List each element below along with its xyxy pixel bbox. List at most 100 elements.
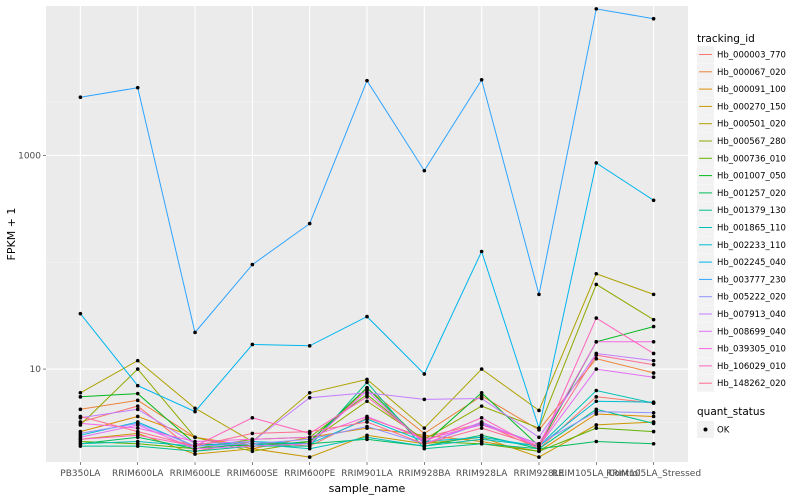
data-point xyxy=(250,444,255,448)
legend-label: Hb_001865_110 xyxy=(717,224,786,234)
data-point xyxy=(537,426,541,430)
x-tick-label: RRIM600LA xyxy=(112,469,164,479)
data-point xyxy=(78,95,83,100)
series-points xyxy=(78,7,656,459)
data-point xyxy=(594,7,599,11)
data-point xyxy=(307,390,312,395)
data-point xyxy=(365,414,369,419)
data-point xyxy=(594,399,599,404)
data-point xyxy=(307,344,312,348)
data-point xyxy=(307,221,312,226)
legend-label: Hb_106029_010 xyxy=(717,362,786,372)
data-point xyxy=(193,452,197,456)
data-point xyxy=(135,367,140,371)
data-point xyxy=(250,437,255,442)
legend-shape-marker xyxy=(703,427,708,432)
data-point xyxy=(594,423,599,427)
x-tick-label: RRIM105LA_Stressed xyxy=(606,469,701,479)
data-point xyxy=(193,446,197,451)
data-point xyxy=(307,435,312,440)
y-axis: 10 1000 xyxy=(18,151,46,375)
data-point xyxy=(651,400,656,404)
data-point xyxy=(250,449,255,454)
x-tick-label: RRIM928LE xyxy=(514,469,565,479)
data-point xyxy=(365,420,369,424)
data-point xyxy=(365,399,369,404)
data-point xyxy=(479,249,484,254)
data-point xyxy=(537,446,541,451)
legend-label: Hb_001379_130 xyxy=(717,206,786,216)
data-point xyxy=(422,441,427,446)
legend-label: Hb_000736_010 xyxy=(717,154,786,164)
data-point xyxy=(307,395,312,400)
data-point xyxy=(651,324,656,329)
data-point xyxy=(250,415,255,420)
data-point xyxy=(422,372,427,376)
data-point xyxy=(365,78,369,83)
x-tick-label: RRIM928BA xyxy=(398,469,451,479)
data-point xyxy=(135,383,140,388)
data-point xyxy=(193,439,197,444)
data-point xyxy=(135,391,140,396)
data-point xyxy=(365,314,369,319)
data-point xyxy=(594,339,599,344)
data-point xyxy=(250,431,255,436)
legend-label: Hb_001007_050 xyxy=(717,172,786,182)
data-point xyxy=(479,394,484,398)
legend-label: Hb_148262_020 xyxy=(717,379,786,389)
legend-label: Hb_000003_770 xyxy=(717,51,786,61)
data-point xyxy=(250,262,255,267)
x-tick-label: RRIM928LA xyxy=(456,469,508,479)
data-point xyxy=(307,446,312,451)
data-point xyxy=(479,367,484,371)
data-point xyxy=(78,437,83,442)
legend-label: Hb_002245_040 xyxy=(717,258,786,268)
x-tick-label: RRIM600SE xyxy=(227,469,279,479)
legend-label: Hb_001257_020 xyxy=(717,189,786,199)
data-point xyxy=(250,342,255,347)
data-point xyxy=(594,316,599,320)
data-point xyxy=(365,385,369,390)
data-point xyxy=(594,388,599,393)
legend-label: Hb_000270_150 xyxy=(717,102,786,112)
data-point xyxy=(479,420,484,424)
data-point xyxy=(594,409,599,414)
data-point xyxy=(422,426,427,430)
data-point xyxy=(422,397,427,402)
data-point xyxy=(78,390,83,395)
data-point xyxy=(135,85,140,90)
legend: tracking_id Hb_000003_770 Hb_000067_020 Hb… xyxy=(697,33,786,438)
x-axis: PB350LA RRIM600LA RRIM600LE RRIM600SE RRIM60… xyxy=(60,462,701,479)
data-point xyxy=(651,292,656,297)
data-point xyxy=(594,282,599,287)
x-tick-label: RRIM600LE xyxy=(170,469,221,479)
data-point xyxy=(479,404,484,408)
data-point xyxy=(479,390,484,395)
data-point xyxy=(422,168,427,173)
data-point xyxy=(193,409,197,414)
data-point xyxy=(250,446,255,451)
data-point xyxy=(193,330,197,335)
data-point xyxy=(135,444,140,448)
data-point xyxy=(365,395,369,399)
data-point xyxy=(193,435,197,440)
data-point xyxy=(422,433,427,438)
data-point xyxy=(594,271,599,276)
data-point xyxy=(193,406,197,411)
data-point xyxy=(594,161,599,165)
data-point xyxy=(651,16,656,21)
legend-label: Hb_000501_020 xyxy=(717,120,786,130)
data-point xyxy=(537,455,541,459)
legend-title: tracking_id xyxy=(697,33,755,45)
data-point xyxy=(479,423,484,427)
data-point xyxy=(537,444,541,448)
data-point xyxy=(594,356,599,361)
legend-label: Hb_000567_280 xyxy=(717,137,786,147)
legend-items: Hb_000003_770 Hb_000067_020 Hb_000091_100 H… xyxy=(697,46,786,392)
legend-label: Hb_003777_230 xyxy=(717,275,786,285)
data-point xyxy=(651,429,656,434)
legend-label: Hb_000067_020 xyxy=(717,68,786,78)
legend-label: Hb_008699_040 xyxy=(717,327,786,337)
data-point xyxy=(78,395,83,399)
data-point xyxy=(135,423,140,427)
